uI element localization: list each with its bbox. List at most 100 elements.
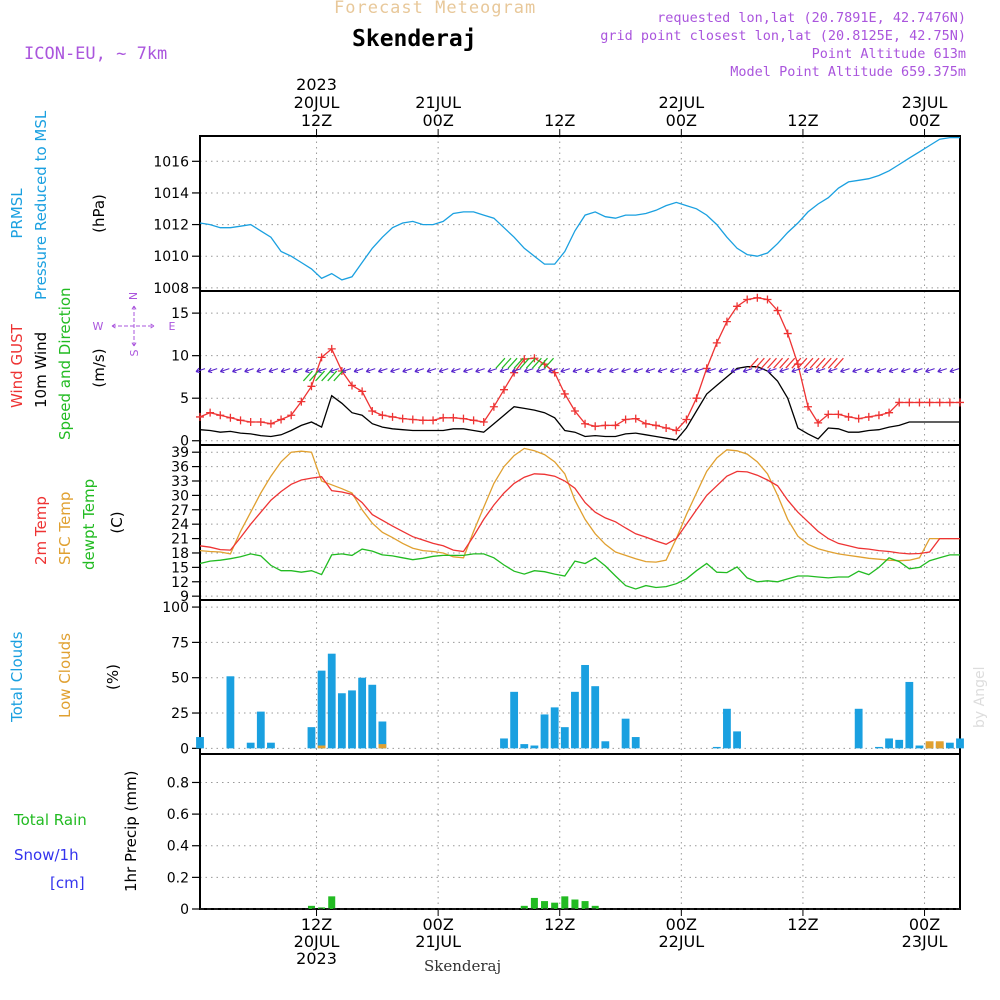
total-cloud-bar [733,731,741,749]
y-tick-label: 1010 [153,249,189,265]
y-tick-label: 15 [171,560,189,576]
y-tick-label: 5 [180,391,189,407]
wind-direction-arrow [377,367,388,374]
low-cloud-bar [378,744,387,749]
y-tick-label: 0.2 [167,870,189,886]
gust-marker [783,329,792,338]
wind-direction-arrow [365,367,376,374]
time-label: 12Z [544,111,575,130]
gust-arrow [333,370,344,382]
rain-bar [318,907,326,909]
total-cloud-bar [368,684,377,749]
gust-marker [297,397,306,406]
wind-direction-arrow [876,367,887,374]
gust-arrow [495,357,506,369]
total-cloud-bar [581,664,589,749]
total-cloud-bar [327,653,336,749]
pressure-panel: 1008 1010 1012 1014 1016 [153,135,961,297]
gust-marker [915,398,924,407]
time-label: 22JUL [658,932,704,951]
pressure-frame [199,135,961,292]
time-label: 12Z [787,915,818,934]
gust-marker [449,413,458,422]
wind-direction-arrow [913,367,923,374]
gust-marker [885,408,894,417]
gust-arrow [754,357,765,369]
wind-direction-arrow [681,367,692,374]
wind-direction-arrow [669,367,680,374]
gust-arrow [821,357,832,369]
time-label: 00Z [666,915,697,934]
time-label: 23JUL [902,932,948,951]
total-cloud-bar [307,727,316,749]
cloud-label-low: Low Clouds [56,633,74,718]
gust-marker [682,415,691,424]
total-cloud-bar [915,745,924,749]
gust-arrow [760,357,771,369]
y-tick-label: 12 [171,575,189,591]
wind-direction-arrow [426,367,437,374]
y-tick-label: 27 [171,503,189,519]
watermark: by Angel [972,667,988,728]
gust-line [199,297,960,432]
y-tick-label: 0.6 [167,807,189,823]
time-label: 2023 [296,75,337,94]
wind-direction-arrow [803,367,814,374]
precip-label-rain: Total Rain [13,811,87,829]
wind-direction-arrow [292,367,303,374]
gust-arrow [773,357,784,369]
y-tick-label: 36 [171,460,189,476]
time-label: 2023 [296,949,337,968]
gust-marker [864,412,873,421]
wind-series [195,293,964,441]
wind-direction-arrow [596,367,607,374]
wind-speed-line [199,366,960,441]
gust-arrow [327,370,338,382]
wind-direction-arrow [730,367,741,374]
wind-direction-arrow [827,367,838,374]
y-tick-label: 50 [171,671,189,687]
time-label: 00Z [909,915,940,934]
time-label: 00Z [909,111,940,130]
gust-marker [216,411,225,420]
low-cloud-bar [935,741,944,749]
wind-direction-arrow [329,367,339,374]
wind-direction-arrow [694,367,704,374]
gust-marker [307,382,316,391]
gust-arrow [797,357,808,369]
gust-marker [722,317,731,326]
time-label: 21JUL [415,93,461,112]
t2m-line [199,470,960,555]
rain-bar [328,896,336,909]
low-cloud-bar [925,741,934,749]
time-label: 00Z [422,915,453,934]
wind-unit: (m/s) [90,348,108,387]
gust-marker [895,398,904,407]
wind-direction-arrow [463,367,473,374]
gust-arrow [815,357,826,369]
gust-marker [266,419,275,428]
wind-direction-arrow [645,367,656,374]
wind-direction-arrow [219,367,230,374]
cloud-label-total: Total Clouds [8,631,26,723]
gust-marker [327,344,336,353]
wind-direction-arrow [937,367,947,374]
wind-frame [199,290,961,446]
wind-direction-arrow [657,367,668,374]
wind-label-10m: 10m Wind [32,332,50,408]
total-cloud-bar [895,739,904,749]
wind-direction-arrow [767,367,777,374]
wind-direction-arrow [317,367,327,374]
y-tick-label: 0 [180,741,189,757]
y-tick-label: 1008 [153,281,189,297]
wind-direction-arrow [779,367,789,374]
compass-s: S [128,349,141,356]
precip-frame [199,753,961,910]
compass-arrows [111,305,155,347]
total-cloud-bar [196,737,204,749]
time-label: 20JUL [294,93,340,112]
gust-marker [956,398,964,407]
total-cloud-bar [317,670,326,749]
precip-label-cm: [cm] [50,874,85,892]
